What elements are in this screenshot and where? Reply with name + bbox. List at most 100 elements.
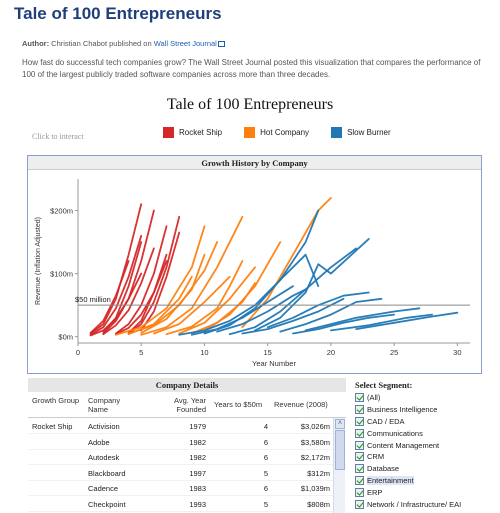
- cell-name: Adobe: [88, 437, 110, 447]
- series-line: [241, 297, 345, 335]
- x-tick-label: 15: [264, 348, 272, 357]
- y-tick-label: $0m: [58, 333, 73, 342]
- cell-name: Activision: [88, 422, 120, 431]
- series-line: [304, 307, 421, 332]
- legend-item[interactable]: Hot Company: [244, 127, 309, 138]
- cell-years: 5: [263, 468, 268, 478]
- checkbox-checked-icon[interactable]: [355, 428, 364, 438]
- cell-founded: 1979: [189, 422, 206, 431]
- cell-revenue: $1,039m: [300, 484, 330, 493]
- checkbox-checked-icon[interactable]: [355, 393, 364, 403]
- segment-option[interactable]: CRM: [355, 451, 495, 463]
- col-revenue[interactable]: Revenue (2008): [274, 400, 328, 409]
- col-growth-group[interactable]: Growth Group: [32, 396, 80, 405]
- author-label: Author:: [22, 39, 50, 48]
- segment-option-label: Communications: [367, 428, 423, 438]
- cell-founded: 1993: [189, 499, 206, 509]
- segment-option-label: (All): [367, 393, 381, 403]
- segment-option[interactable]: Business Intelligence: [355, 404, 495, 416]
- segment-option-label: Network / Infrastructure/ EAI: [367, 499, 462, 509]
- segment-option-label: Database: [367, 464, 400, 474]
- checkbox-checked-icon[interactable]: [355, 499, 364, 509]
- series-line: [216, 288, 307, 333]
- segment-option[interactable]: Network / Infrastructure/ EAI: [355, 498, 495, 510]
- page-description: How fast do successful tech companies gr…: [22, 58, 481, 79]
- details-header: Company Details: [28, 378, 346, 392]
- series-line: [140, 215, 244, 336]
- segment-option[interactable]: Content Management: [355, 439, 495, 451]
- series-line: [89, 203, 143, 335]
- cell-revenue: $312m: [307, 468, 330, 478]
- segment-option[interactable]: Database: [355, 463, 495, 475]
- author-line: Author: Christian Chabot published on Wa…: [22, 39, 225, 48]
- cell-founded: 1982: [189, 437, 206, 447]
- segment-option-label: ERP: [367, 487, 383, 497]
- series-line: [127, 253, 168, 334]
- cell-years: 6: [263, 484, 268, 493]
- series-line: [102, 247, 155, 336]
- segment-option-label: CAD / EDA: [367, 416, 405, 426]
- segment-option[interactable]: CAD / EDA: [355, 416, 495, 428]
- legend-item[interactable]: Slow Burner: [331, 127, 391, 138]
- table-row[interactable]: Checkpoint 1993 5 $808m: [28, 497, 346, 512]
- y-tick-label: $100m: [50, 270, 73, 279]
- segment-option-label: Entertainment: [367, 475, 414, 485]
- cell-revenue: $2,172m: [300, 453, 330, 462]
- table-row[interactable]: Rocket Ship Activision 1979 4 $3,026m: [28, 419, 346, 434]
- cell-years: 4: [263, 422, 268, 431]
- series-line: [203, 241, 282, 332]
- series-line: [89, 260, 130, 334]
- y-axis-label: Revenue (Inflation Adjusted): [35, 217, 42, 305]
- cell-founded: 1983: [189, 484, 206, 493]
- table-row[interactable]: Cadence 1983 6 $1,039m: [28, 481, 346, 496]
- segment-option[interactable]: (All): [355, 392, 495, 404]
- source-link[interactable]: Wall Street Journal: [153, 39, 217, 48]
- checkbox-checked-icon[interactable]: [355, 440, 364, 450]
- segment-option[interactable]: ERP: [355, 486, 495, 498]
- checkbox-checked-icon[interactable]: [355, 405, 364, 415]
- chart-legend: Rocket Ship Hot Company Slow Burner: [163, 127, 413, 138]
- legend-swatch: [331, 127, 343, 138]
- x-tick-label: 25: [390, 348, 398, 357]
- page-title: Tale of 100 Entrepreneurs: [14, 4, 222, 23]
- chart-panel-header: Growth History by Company: [28, 156, 481, 170]
- details-column-headers: Growth Group Company Name Avg. Year Foun…: [28, 392, 346, 418]
- segment-option-label: Business Intelligence: [367, 405, 438, 415]
- scroll-up-icon[interactable]: ˄: [335, 419, 345, 429]
- checkbox-checked-icon[interactable]: [355, 487, 364, 497]
- legend-swatch: [244, 127, 256, 138]
- growth-chart[interactable]: 0 5 10 15 20 25 30 $0m $100m $200m Year Number Reve…: [28, 171, 481, 374]
- col-years-to-50m[interactable]: Years to $50m: [214, 400, 263, 409]
- viz-title: Tale of 100 Entrepreneurs: [166, 96, 334, 113]
- cell-name: Blackboard: [88, 468, 126, 478]
- click-hint: Click to interact: [32, 132, 84, 141]
- series-line: [292, 313, 396, 335]
- x-tick-label: 20: [327, 348, 335, 357]
- checkbox-checked-icon[interactable]: [355, 464, 364, 474]
- series-line: [329, 313, 434, 332]
- series-line: [190, 285, 294, 336]
- series-line: [228, 247, 358, 336]
- checkbox-checked-icon[interactable]: [355, 452, 364, 462]
- col-year-founded[interactable]: Avg. Year Founded: [174, 396, 206, 414]
- col-company-name[interactable]: Company Name: [88, 396, 121, 414]
- cell-years: 6: [263, 437, 268, 447]
- legend-label: Rocket Ship: [179, 128, 223, 137]
- table-row[interactable]: Adobe 1982 6 $3,580m: [28, 435, 346, 450]
- table-row[interactable]: Blackboard 1997 5 $312m: [28, 466, 346, 481]
- legend-item[interactable]: Rocket Ship: [163, 127, 222, 138]
- checkbox-checked-icon[interactable]: [355, 416, 364, 426]
- cell-founded: 1997: [189, 468, 206, 478]
- series-line: [153, 275, 231, 335]
- segment-option[interactable]: Communications: [355, 427, 495, 439]
- table-row[interactable]: Autodesk 1982 6 $2,172m: [28, 450, 346, 465]
- scroll-thumb[interactable]: [335, 430, 345, 470]
- reference-line-label: $50 million: [75, 295, 111, 304]
- checkbox-checked-icon[interactable]: [355, 475, 364, 485]
- legend-label: Slow Burner: [347, 128, 391, 137]
- series-line: [203, 253, 320, 335]
- details-scrollbar[interactable]: ˄: [333, 418, 345, 513]
- segment-option[interactable]: Entertainment: [355, 475, 495, 487]
- cell-revenue: $3,580m: [300, 437, 330, 447]
- cell-years: 6: [263, 453, 268, 462]
